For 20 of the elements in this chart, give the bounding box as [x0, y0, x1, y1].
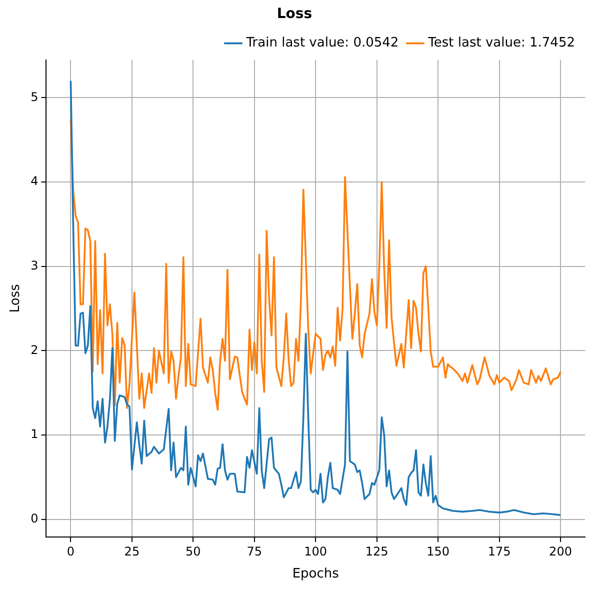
- x-tick-label: 50: [186, 544, 201, 558]
- x-tick-label: 75: [246, 544, 262, 558]
- x-tick-label: 0: [66, 544, 75, 558]
- x-tick-label: 150: [426, 544, 450, 558]
- chart-title: Loss: [276, 6, 312, 22]
- x-tick-label: 100: [304, 544, 328, 558]
- x-tick-label: 125: [365, 544, 388, 558]
- legend-label: Train last value: 0.0542: [245, 36, 399, 51]
- y-tick-label: 1: [30, 427, 38, 442]
- y-tick-label: 0: [30, 511, 38, 526]
- y-tick-label: 4: [30, 174, 38, 188]
- x-axis-title: Epochs: [292, 566, 340, 582]
- y-tick-label: 5: [30, 90, 38, 104]
- y-tick-label: 2: [30, 342, 38, 357]
- x-tick-label: 200: [549, 544, 572, 558]
- y-tick-label: 3: [30, 258, 38, 272]
- x-tick-label: 175: [488, 544, 511, 558]
- legend-label: Test last value: 1.7452: [427, 36, 576, 51]
- x-tick-label: 25: [124, 544, 140, 558]
- y-axis-title: Loss: [8, 284, 24, 313]
